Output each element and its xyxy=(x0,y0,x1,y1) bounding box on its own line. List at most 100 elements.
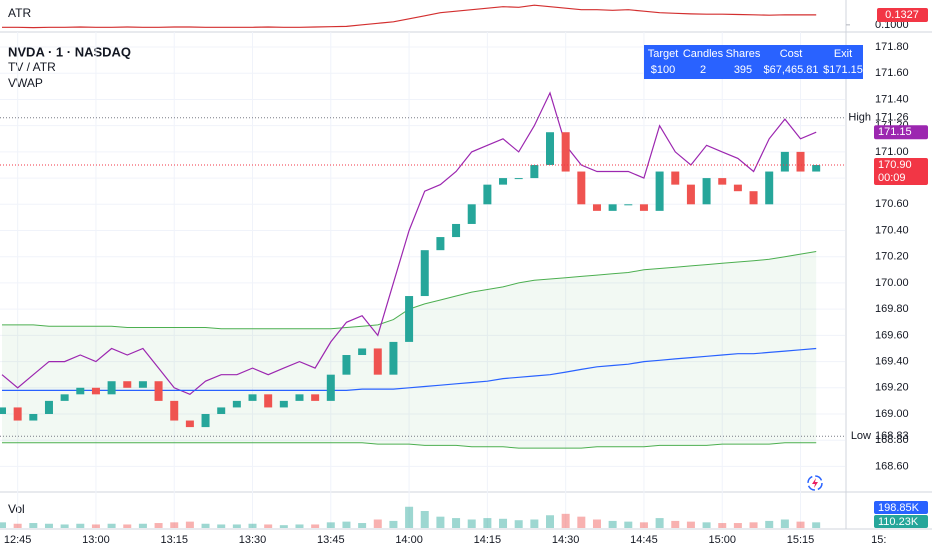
x-tick-label: 14:00 xyxy=(395,534,423,546)
volume-bar xyxy=(592,519,601,528)
volume-bar xyxy=(733,523,742,528)
volume-bar xyxy=(170,522,179,528)
y-tick-label: 171.60 xyxy=(875,67,909,79)
y-tick-label: 169.80 xyxy=(875,303,909,315)
candle-body xyxy=(452,223,461,238)
y-tick-label: 169.20 xyxy=(875,382,909,394)
candle-body xyxy=(389,341,398,375)
candle-body xyxy=(499,178,508,185)
volume-bar xyxy=(279,525,288,528)
info-cell: $171.15 xyxy=(823,64,863,76)
candle-body xyxy=(780,151,789,172)
info-table-bg xyxy=(644,45,863,79)
volume-bar xyxy=(232,524,241,528)
volume-bar xyxy=(655,518,664,528)
candle-body xyxy=(702,178,711,205)
info-header: Cost xyxy=(780,48,803,60)
candle-body xyxy=(185,420,194,428)
volume-bar xyxy=(499,518,508,528)
y-tick-label: 169.00 xyxy=(875,408,909,420)
volume-badge-label: 198.85K xyxy=(878,502,920,514)
band-line xyxy=(2,442,817,449)
x-tick-label: 13:00 xyxy=(82,534,110,546)
candle-body xyxy=(232,400,241,408)
candle-body xyxy=(671,171,680,185)
volume-bar xyxy=(749,522,758,528)
symbol-title: NVDA · 1 · NASDAQ xyxy=(8,44,131,59)
info-cell: 2 xyxy=(700,64,706,76)
volume-bar xyxy=(514,520,523,528)
candle-body xyxy=(796,151,805,172)
y-tick-label: 170.40 xyxy=(875,224,909,236)
volume-bar xyxy=(718,523,727,528)
atr-title: ATR xyxy=(8,6,31,20)
volume-bar xyxy=(295,524,304,528)
y-tick-label: 170.60 xyxy=(875,198,909,210)
candle-body xyxy=(13,407,22,421)
candle-body xyxy=(264,394,273,408)
volume-bar xyxy=(342,521,351,528)
volume-bar xyxy=(436,516,445,528)
legend-entry: VWAP xyxy=(8,76,43,90)
candle-body xyxy=(91,387,100,395)
volume-title: Vol xyxy=(8,502,25,516)
low-value: 168.83 xyxy=(875,430,909,442)
high-text: High xyxy=(848,112,871,124)
x-tick-label: 14:15 xyxy=(474,534,502,546)
volume-bar xyxy=(577,516,586,528)
candle-body xyxy=(201,413,210,428)
x-tick-label: 12:45 xyxy=(4,534,32,546)
volume-bar xyxy=(311,524,320,528)
y-tick-label: 168.60 xyxy=(875,460,909,472)
candle-body xyxy=(0,407,6,414)
volume-bar xyxy=(686,521,695,528)
volume-bar xyxy=(13,523,22,528)
volume-badge xyxy=(874,501,928,514)
volume-bar xyxy=(217,524,226,528)
last-price-badge xyxy=(874,157,928,185)
candle-body xyxy=(358,348,367,356)
volume-bar xyxy=(671,520,680,528)
volume-bar xyxy=(420,511,429,528)
volume-bar xyxy=(91,524,100,528)
candle-body xyxy=(749,191,758,205)
info-header: Candles xyxy=(683,48,724,60)
candle-body xyxy=(639,204,648,211)
volume-bar xyxy=(702,522,711,528)
candle-body xyxy=(608,204,617,211)
candle-body xyxy=(530,164,539,179)
x-tick-label: 14:30 xyxy=(552,534,580,546)
low-text: Low xyxy=(851,430,871,442)
volume-bar xyxy=(185,521,194,528)
volume-bar xyxy=(326,522,335,528)
candle-body xyxy=(311,394,320,401)
exit-label: 171.15 xyxy=(878,126,912,138)
candle-body xyxy=(405,296,414,342)
volume-bar xyxy=(765,520,774,528)
y-tick-label: 168.80 xyxy=(875,434,909,446)
info-header: Shares xyxy=(726,48,761,60)
volume-bar xyxy=(780,519,789,528)
y-tick-label: 171.40 xyxy=(875,93,909,105)
x-tick-label: 13:45 xyxy=(317,534,345,546)
volume-badge-label: 110.23K xyxy=(878,516,919,528)
exit-badge xyxy=(874,125,928,140)
info-table: Target Candles Shares Cost Exit $100 2 395 $67,4… xyxy=(644,45,863,79)
volume-bar xyxy=(389,520,398,528)
high-value: 171.26 xyxy=(875,112,909,124)
volume-bar xyxy=(44,523,53,528)
candle-body xyxy=(592,204,601,211)
volume-bar xyxy=(467,519,476,528)
volume-bar xyxy=(624,521,633,528)
candle-body xyxy=(154,381,163,401)
volume-bar xyxy=(29,523,38,528)
volume-bar xyxy=(405,506,414,528)
candle-body xyxy=(483,184,492,205)
volume-bar xyxy=(76,523,85,528)
last-price-label: 170.90 xyxy=(878,159,912,171)
y-tick-label: 170.20 xyxy=(875,251,909,263)
info-header: Exit xyxy=(834,48,852,60)
volume-bar xyxy=(561,513,570,528)
